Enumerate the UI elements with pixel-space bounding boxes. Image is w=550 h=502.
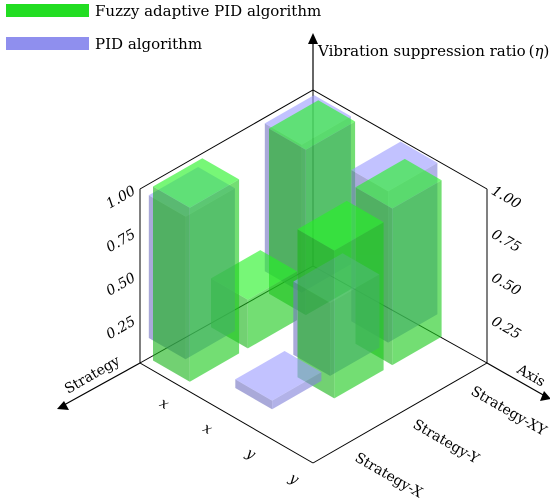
left-tick-label: 0.75 [104,226,139,255]
bar-face-right [247,271,298,349]
bars-layer [148,95,442,410]
left-category-label: y [242,445,259,464]
strategy-axis-arrow [57,401,69,410]
floor-left-front-edge [139,362,314,464]
left-category-labels: x x y y [157,395,303,488]
right-tick-label: 1.00 [489,183,524,212]
axis-axis-arrow [540,391,550,401]
bar-face-top [269,100,356,150]
bar-face-right [334,222,384,399]
left-category-label: y [286,470,303,489]
left-axis-title: Strategy [62,353,123,397]
y-axis-title-symbol: η [534,42,543,60]
bar-face-top [355,158,442,209]
bar-face-top [153,158,240,208]
bar-face-left [297,229,335,399]
left-tick-label: 0.50 [104,270,139,299]
legend-label-pid: PID algorithm [95,35,202,53]
legend: Fuzzy adaptive PID algorithm PID algorit… [6,2,321,53]
bar-face-left [153,186,190,382]
right-axis-title: Axis [513,361,548,390]
bar-face-right [392,180,442,366]
strategy-axis [63,362,141,406]
bar-face-right [272,372,322,410]
right-tick-labels: 0.25 0.50 0.75 1.00 [489,183,524,343]
vertical-axis-arrow [308,33,318,44]
right-tick-label: 0.50 [489,270,524,299]
left-tick-label: 1.00 [104,183,139,212]
bar-face-top [297,200,384,251]
y-axis-title-paren-open: ( [529,42,535,60]
floor-right-front-edge [312,362,488,464]
right-tick-label: 0.25 [489,313,524,342]
bar-series1-4 [235,351,322,410]
y-axis-title: Vibration suppression ratio (η) [317,42,549,60]
legend-swatch-pid [6,37,89,50]
left-tick-labels: 0.25 0.50 0.75 1.00 [104,183,139,343]
bar-face-top [235,351,322,401]
left-category-label: x [157,395,172,413]
bar-face-right [189,179,240,382]
bar-series0-3 [297,200,384,399]
legend-label-fuzzy: Fuzzy adaptive PID algorithm [95,2,321,20]
left-tick-label: 0.25 [104,313,139,342]
bar-series0-0 [153,158,240,382]
y-axis-title-paren-close: ) [543,42,549,60]
y-axis-title-text: Vibration suppression ratio [317,42,526,60]
legend-swatch-fuzzy [6,4,89,17]
axis-axis [486,362,546,397]
right-tick-label: 0.75 [489,226,524,255]
right-category-label: Strategy-X [352,450,425,501]
left-category-label: x [200,420,215,438]
bar-face-left [235,379,273,410]
right-category-label: Strategy-Y [410,417,482,468]
